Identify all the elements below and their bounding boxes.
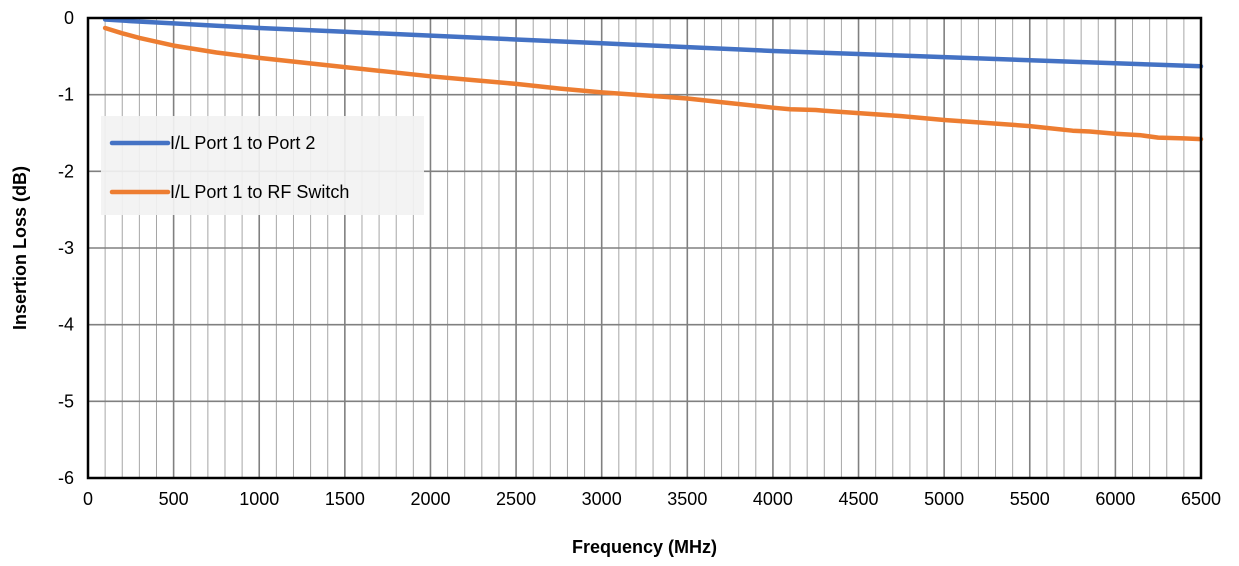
x-tick-label: 0: [83, 489, 93, 509]
plot-area-border: [86, 16, 1203, 480]
x-axis-title: Frequency (MHz): [572, 537, 717, 557]
y-axis-ticks: 0 -1 -2 -3 -4 -5 -6: [58, 8, 74, 488]
x-tick-label: 2500: [496, 489, 536, 509]
legend-label-2: I/L Port 1 to RF Switch: [170, 182, 349, 202]
x-tick-label: 5500: [1010, 489, 1050, 509]
x-tick-label: 5000: [924, 489, 964, 509]
x-tick-label: 1500: [325, 489, 365, 509]
y-tick-label: -4: [58, 315, 74, 335]
x-tick-label: 2000: [410, 489, 450, 509]
series-line-1: [102, 17, 1204, 69]
x-tick-label: 6500: [1181, 489, 1221, 509]
x-tick-label: 1000: [239, 489, 279, 509]
x-axis-ticks: 0 500 1000 1500 2000 2500 3000 3500 4000 4500 5000…: [83, 489, 1221, 509]
x-tick-label: 6000: [1095, 489, 1135, 509]
major-gridlines: [87, 17, 1202, 479]
y-tick-label: -2: [58, 161, 74, 181]
y-tick-label: -3: [58, 238, 74, 258]
series-line-2: [102, 25, 1204, 142]
y-axis-title: Insertion Loss (dB): [10, 166, 30, 330]
x-tick-label: 3000: [582, 489, 622, 509]
y-tick-label: 0: [64, 8, 74, 28]
series-layer: [102, 17, 1204, 142]
y-tick-label: -6: [58, 468, 74, 488]
x-tick-label: 4000: [753, 489, 793, 509]
x-tick-label: 3500: [667, 489, 707, 509]
x-tick-label: 500: [159, 489, 189, 509]
y-tick-label: -1: [58, 85, 74, 105]
legend-label-1: I/L Port 1 to Port 2: [170, 133, 315, 153]
y-tick-label: -5: [58, 391, 74, 411]
x-tick-label: 4500: [839, 489, 879, 509]
legend: I/L Port 1 to Port 2 I/L Port 1 to RF Swi…: [101, 116, 424, 215]
legend-background: [101, 116, 424, 215]
